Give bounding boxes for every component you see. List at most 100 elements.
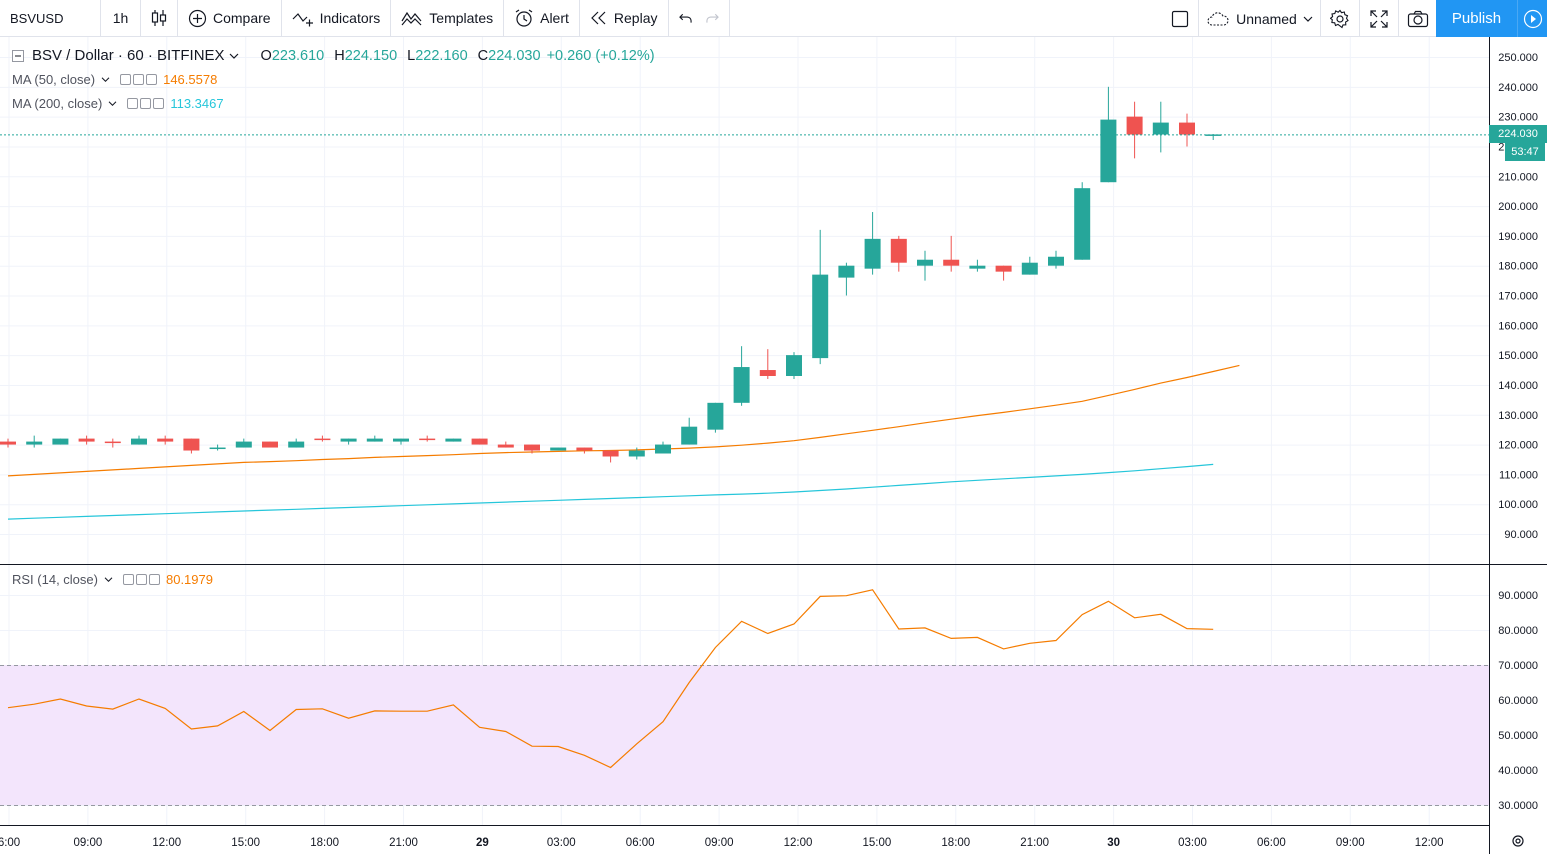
close-icon[interactable] xyxy=(146,74,158,85)
candle xyxy=(733,346,750,406)
candle xyxy=(786,352,802,379)
layout-name-button[interactable]: Unnamed xyxy=(1198,0,1320,37)
candle-body xyxy=(314,438,331,441)
camera-icon xyxy=(1407,10,1428,27)
symbol-search-button[interactable]: BSVUSD xyxy=(0,0,101,37)
top-toolbar: BSVUSD 1h Compare Indicators Templates A… xyxy=(0,0,1547,37)
candle xyxy=(26,435,43,448)
candle xyxy=(1074,182,1091,260)
candle-body xyxy=(759,370,776,376)
compare-button[interactable]: Compare xyxy=(178,0,282,37)
candle-body xyxy=(1048,256,1064,266)
eye-icon[interactable] xyxy=(127,98,139,109)
alert-button[interactable]: Alert xyxy=(504,0,580,37)
rsi-name[interactable]: RSI (14, close) xyxy=(12,572,98,587)
rsi-controls[interactable] xyxy=(122,574,160,585)
candle xyxy=(0,438,16,448)
replay-button[interactable]: Replay xyxy=(580,0,669,37)
rsi-tick-label: 80.0000 xyxy=(1498,625,1538,637)
candle-body xyxy=(340,438,357,442)
candle xyxy=(366,435,383,442)
candle xyxy=(1048,250,1064,269)
chart-canvas[interactable]: 90.000 100.000 110.000 120.000 130.000 140.00… xyxy=(0,37,1547,854)
chart-type-button[interactable] xyxy=(141,0,178,37)
time-axis[interactable]: 6:00 09:00 12:00 15:00 18:00 21:00 29 03:00 06:0… xyxy=(0,837,1444,849)
publish-button[interactable]: Publish xyxy=(1436,0,1517,37)
candle-body xyxy=(681,426,698,445)
ma50-name[interactable]: MA (50, close) xyxy=(12,72,96,87)
last-price-tag: 224.030 xyxy=(1489,125,1547,144)
time-tick-label: 12:00 xyxy=(152,837,181,849)
collapse-icon[interactable] xyxy=(12,49,24,62)
candle-body xyxy=(445,438,462,442)
templates-button[interactable]: Templates xyxy=(391,0,505,37)
publish-label: Publish xyxy=(1451,10,1502,27)
chevron-down-icon[interactable] xyxy=(108,100,117,107)
layout-toggle-button[interactable] xyxy=(1162,0,1198,37)
candle xyxy=(917,250,933,281)
candle-body xyxy=(890,238,907,263)
candle-body xyxy=(602,450,619,457)
time-tick-label: 09:00 xyxy=(1336,837,1365,849)
fullscreen-button[interactable] xyxy=(1359,0,1398,37)
ma200-polyline xyxy=(7,463,1214,520)
play-circle-icon xyxy=(1523,9,1542,28)
price-tick-label: 250.000 xyxy=(1498,52,1538,64)
time-tick-label: 09:00 xyxy=(705,837,734,849)
time-tick-label: 06:00 xyxy=(626,837,655,849)
time-tick-label: 29 xyxy=(476,837,489,849)
chevron-down-icon[interactable] xyxy=(104,576,113,583)
price-tick-label: 110.000 xyxy=(1499,469,1538,481)
candle-body xyxy=(707,402,724,430)
candle xyxy=(864,212,881,275)
price-tick-label: 90.000 xyxy=(1504,529,1538,541)
series-title[interactable]: BSV / Dollar · 60 · BITFINEX xyxy=(32,47,225,64)
candle xyxy=(288,438,305,448)
high-value: 224.150 xyxy=(344,47,398,64)
candle-body xyxy=(733,367,750,403)
chevron-down-icon[interactable] xyxy=(229,52,239,60)
gear-icon[interactable] xyxy=(133,74,145,85)
ma200-name[interactable]: MA (200, close) xyxy=(12,96,103,111)
settings-button[interactable] xyxy=(1320,0,1359,37)
close-label: C xyxy=(477,47,489,64)
countdown-tag: 53:47 xyxy=(1505,143,1545,162)
candle-body xyxy=(838,265,855,278)
ma50-controls[interactable] xyxy=(120,74,158,85)
candle-body xyxy=(576,447,593,451)
candle xyxy=(838,262,855,296)
close-icon[interactable] xyxy=(153,98,165,109)
chevron-down-icon[interactable] xyxy=(101,76,110,83)
price-tick-label: 120.000 xyxy=(1498,440,1538,452)
candle-body xyxy=(1100,119,1117,183)
candle xyxy=(550,447,567,451)
redo-icon[interactable] xyxy=(705,12,719,24)
fullscreen-icon xyxy=(1370,9,1388,28)
replay-label: Replay xyxy=(613,10,658,26)
close-icon[interactable] xyxy=(148,574,160,585)
candle xyxy=(52,438,69,445)
eye-icon[interactable] xyxy=(122,574,134,585)
candle-body xyxy=(209,447,226,450)
candle-body xyxy=(786,355,802,376)
axis-settings-gear-icon[interactable] xyxy=(1512,835,1524,847)
time-tick-label: 21:00 xyxy=(389,837,418,849)
rsi-axis[interactable]: 30.0000 40.0000 50.0000 60.0000 70.0000 80.00… xyxy=(1498,590,1538,812)
candle-body xyxy=(131,438,147,445)
time-tick-label: 15:00 xyxy=(231,837,260,849)
indicators-button[interactable]: Indicators xyxy=(282,0,392,37)
undo-icon[interactable] xyxy=(678,12,692,24)
close-value: 224.030 xyxy=(488,47,541,64)
publish-menu-button[interactable] xyxy=(1517,0,1547,37)
ma200-value: 113.3467 xyxy=(170,96,224,111)
candle-body xyxy=(235,441,252,448)
eye-icon[interactable] xyxy=(120,74,132,85)
interval-button[interactable]: 1h xyxy=(101,0,141,37)
rsi-tick-label: 30.0000 xyxy=(1498,800,1538,812)
gear-icon[interactable] xyxy=(140,98,152,109)
candle-body xyxy=(1179,122,1195,135)
gear-icon[interactable] xyxy=(135,574,147,585)
snapshot-button[interactable] xyxy=(1398,0,1436,37)
ma200-controls[interactable] xyxy=(127,98,165,109)
